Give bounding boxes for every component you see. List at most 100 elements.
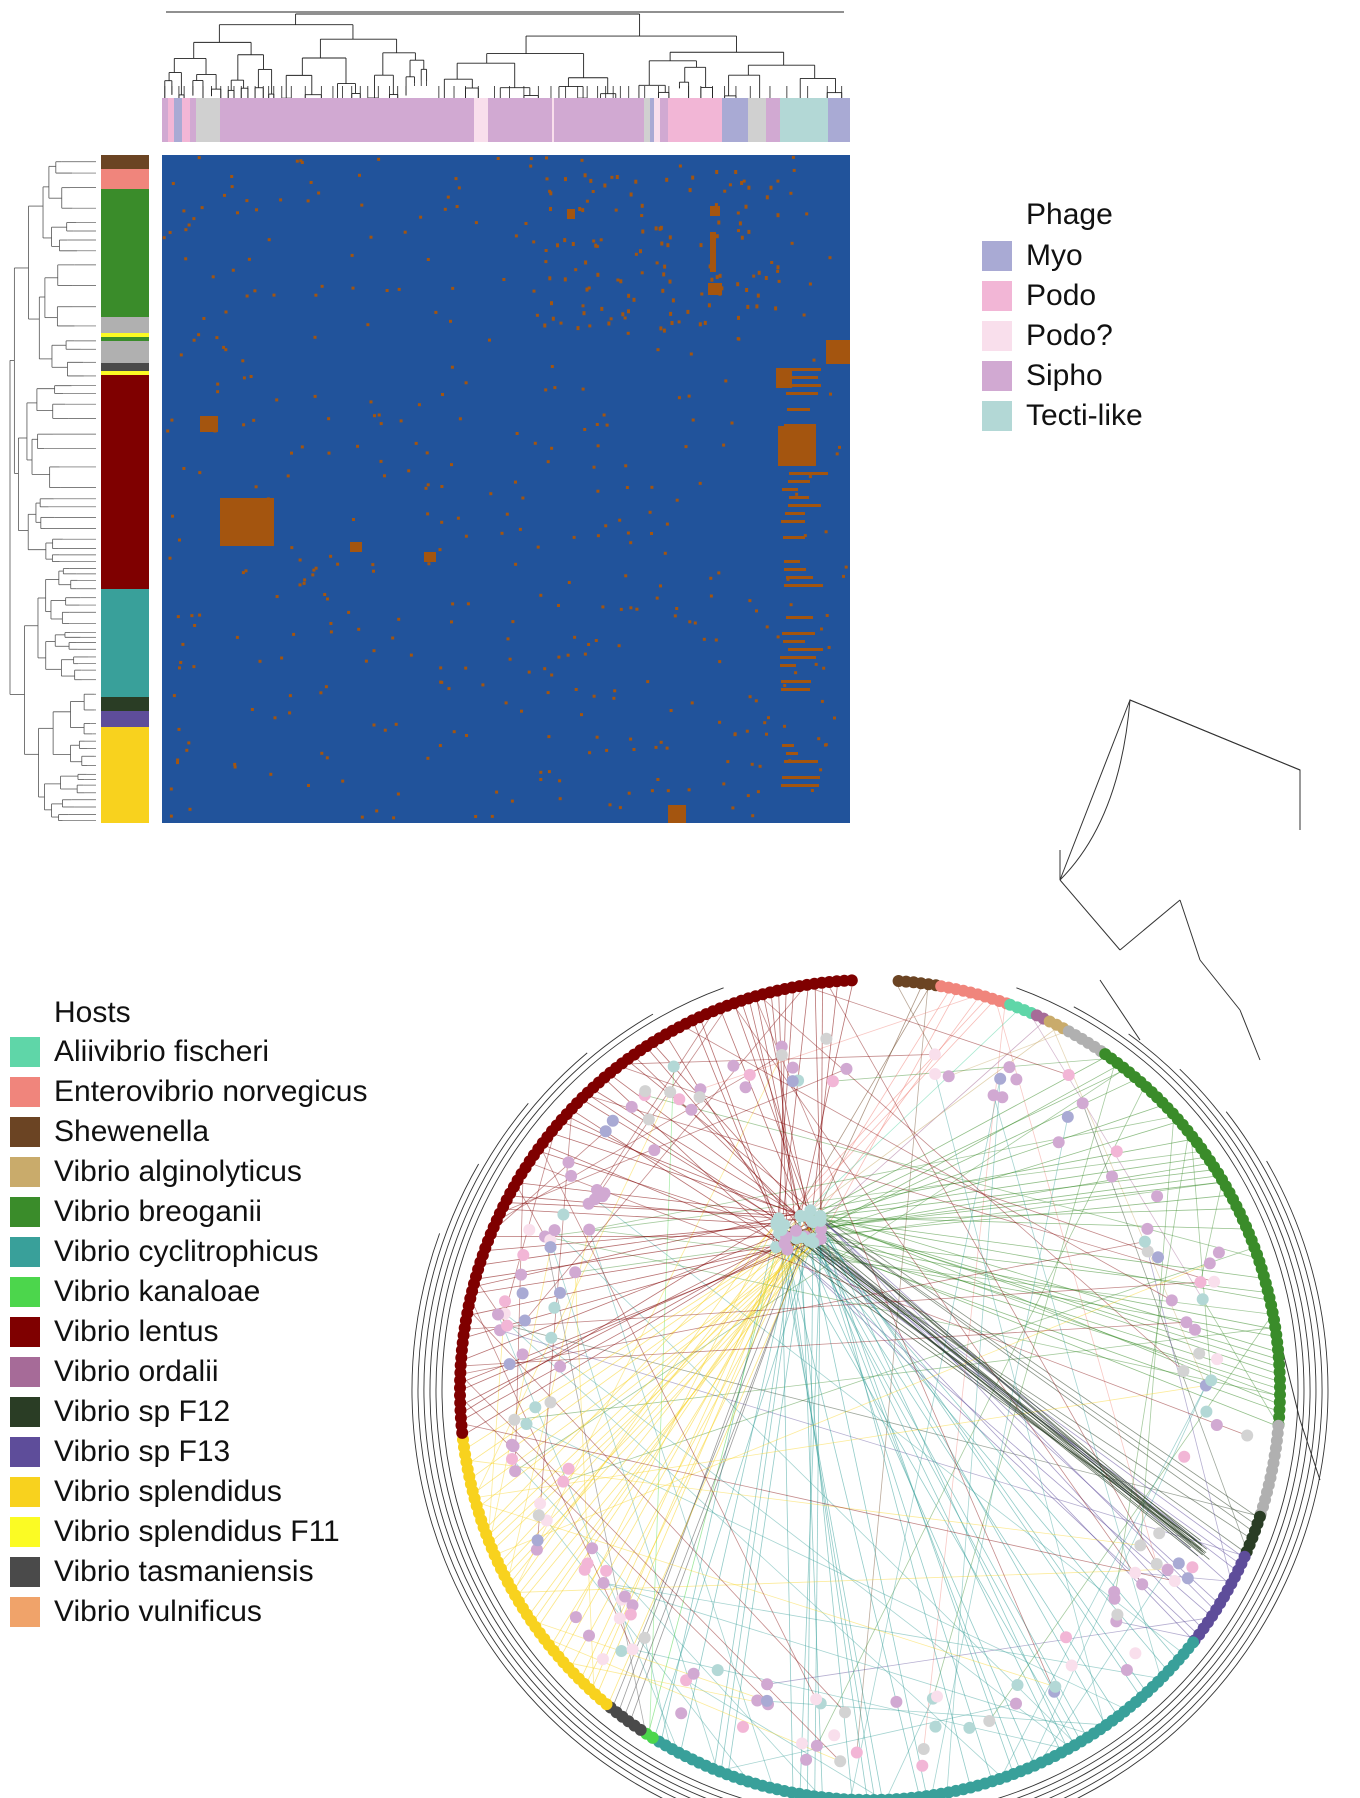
heatmap-cell [596,534,600,538]
heatmap-cell-row [788,504,821,507]
network-edge [800,1012,1016,1217]
heatmap-cell-row [788,480,810,483]
heatmap-cell [693,621,697,625]
heatmap-cell [624,464,628,468]
heatmap-cell [736,282,740,287]
legend-swatch [10,1157,40,1187]
heatmap-cell [439,666,443,670]
heatmap-cell [369,235,373,239]
network-edge [504,1313,1066,1745]
network-edge [508,1068,847,1210]
network-edge [619,1249,788,1708]
heatmap-cell [605,423,609,427]
heatmap-cell [557,604,560,607]
heatmap-cell [245,294,249,298]
heatmap-cell [252,418,256,422]
legend-label: Vibrio kanaloae [54,1275,261,1308]
heatmap-cell [691,418,695,422]
heatmap-cell [170,418,174,422]
heatmap-cell [736,211,740,215]
heatmap-cell [543,323,547,328]
phage-node [1108,1592,1121,1605]
heatmap-cell [457,186,461,190]
legend-label: Sipho [1026,359,1103,392]
heatmap-cell [539,778,543,781]
phage-node [1200,1405,1213,1418]
heatmap-cell [223,193,226,197]
phage-node [1153,1527,1166,1540]
network-edge [1031,1385,1207,1761]
heatmap-cell [660,241,664,246]
heatmap-cell [585,287,589,292]
heatmap-cell [397,287,401,291]
heatmap-cell [399,419,403,423]
network-edge [497,1314,998,1774]
network-edge [511,1458,816,1791]
network-edge [608,1081,788,1250]
legend-item: Vibrio splendidus F11 [10,1512,368,1552]
heatmap-cell [783,684,787,687]
heatmap-cell [574,688,578,691]
heatmap-cell [544,249,548,252]
legend-label: Podo? [1026,319,1113,352]
heatmap-cell [255,208,258,212]
heatmap-cell [655,596,659,600]
phage-node [834,1755,847,1768]
heatmap-cell [619,607,623,611]
phage-node [1241,1429,1254,1442]
phage-node [796,1737,808,1750]
heatmap-cell [179,661,183,664]
heatmap-cell [307,784,310,787]
network-edge [1147,1251,1230,1575]
heatmap-cell [300,445,304,449]
heatmap-cell [559,321,563,325]
infection-heatmap [162,155,850,823]
network-edge [856,990,928,1753]
heatmap-cell [314,566,318,570]
heatmap-cell [474,221,478,225]
network-edge [466,1246,777,1418]
heatmap-cell [640,271,644,275]
heatmap-cell [619,279,623,284]
heatmap-cell [563,238,567,243]
heatmap-cell [397,617,401,621]
legend-item: Vibrio ordalii [10,1352,368,1392]
heatmap-cell [456,516,460,520]
phage-node [518,1314,531,1327]
network-edge [764,999,814,1239]
heatmap-cell-row [789,448,816,451]
heatmap-cell [233,762,237,766]
network-edge [808,1240,1240,1555]
heatmap-cell [718,273,722,278]
heatmap-cell [613,689,617,693]
legend-label: Podo [1026,279,1097,312]
network-edge [467,1221,814,1359]
heatmap-cell [776,179,780,183]
heatmap-cell [245,199,249,203]
heatmap-cell [751,814,755,818]
heatmap-cell [187,741,191,745]
network-edge [749,1004,802,1217]
heatmap-cell [193,624,197,627]
heatmap-cell [717,571,721,575]
network-edge [491,1230,555,1533]
network-edge [512,1215,801,1580]
heatmap-cell [838,445,841,449]
network-edge [1200,1189,1221,1283]
heatmap-cell [710,277,714,282]
heatmap-cell [629,192,633,197]
heatmap-cell [535,313,539,317]
heatmap-cell [814,662,818,666]
heatmap-cell [466,602,470,606]
heatmap-cell [623,316,627,320]
phage-node [667,1060,680,1073]
phage-node [1212,1246,1225,1259]
network-edge [947,1078,1001,1787]
phage-node [942,1070,955,1083]
heatmap-cell [829,392,832,396]
host-annotation-segment [101,697,149,711]
host-annotation-segment [101,337,149,341]
legend-item: Podo? [982,316,1143,356]
legend-swatch [10,1597,40,1627]
heatmap-cell [489,492,493,496]
